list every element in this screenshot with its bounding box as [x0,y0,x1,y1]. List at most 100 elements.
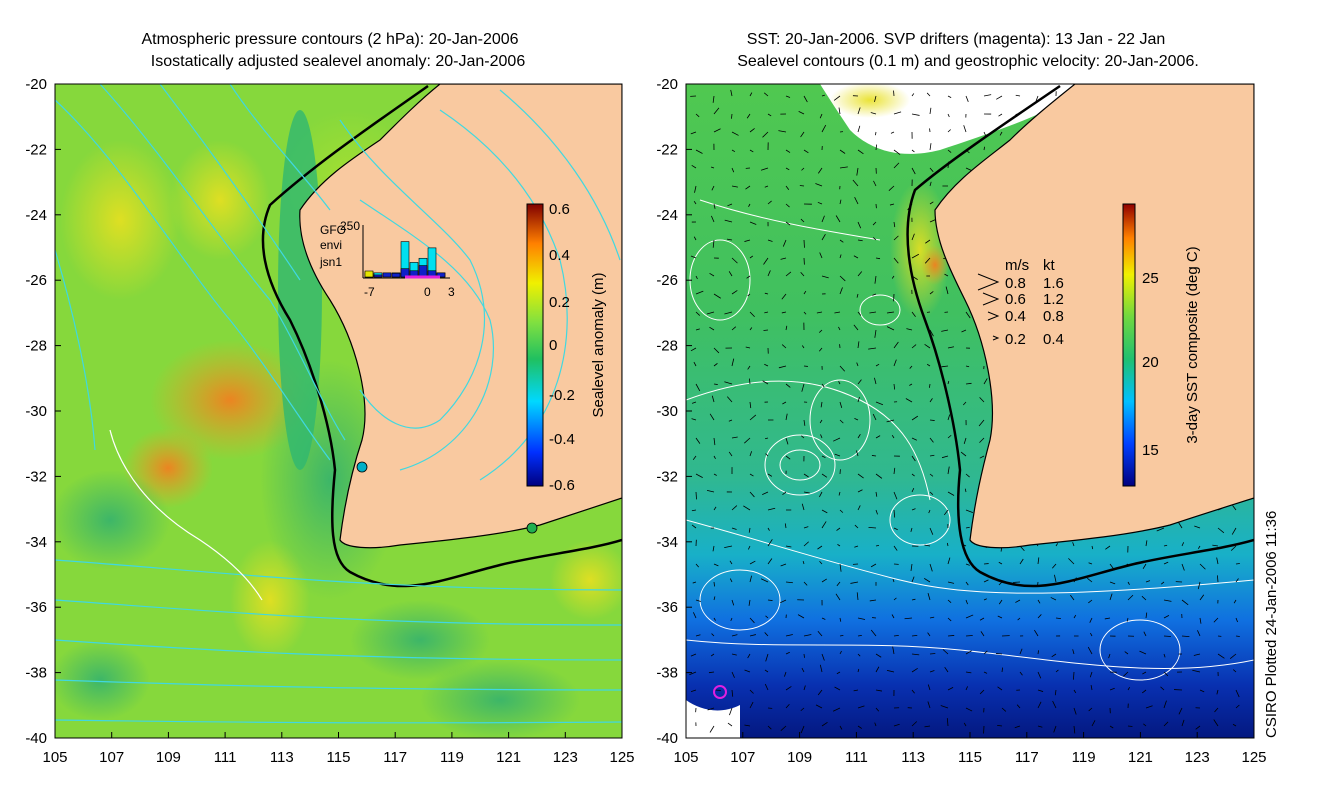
velocity-vector [1163,700,1167,709]
velocity-vector [731,149,736,153]
velocity-vector [710,166,715,169]
velocity-vector [1073,614,1077,619]
tide-gauge-esperance[interactable] [526,522,538,534]
right-x-tick-label: 107 [730,749,755,766]
velocity-vector [800,435,805,439]
velocity-vector [1073,689,1077,694]
velocity-vector [868,347,877,350]
velocity-vector [893,359,897,367]
velocity-vector [1090,632,1093,637]
velocity-vector [801,667,805,673]
velocity-vector [871,455,877,457]
velocity-vector [888,185,895,191]
velocity-vector [713,437,716,446]
velocity-vector [749,491,755,498]
velocity-vector [911,253,920,259]
velocity-vector [764,363,769,367]
velocity-vector [1145,540,1148,547]
velocity-legend-kt: 0.4 [1043,331,1064,348]
velocity-vector [983,378,988,385]
velocity-vector [730,89,733,97]
velocity-vector [802,560,805,565]
velocity-vector [965,311,971,319]
velocity-vector [999,131,1003,136]
velocity-vector [1197,581,1201,590]
velocity-vector [910,563,913,572]
velocity-vector [691,524,697,529]
velocity-vector [764,292,769,295]
velocity-vector [893,221,896,228]
velocity-vector [857,271,863,277]
velocity-vector [713,383,718,385]
velocity-vector [893,597,897,601]
velocity-vector [926,363,931,367]
velocity-vector [854,418,859,421]
velocity-vector [781,344,787,349]
velocity-vector [892,646,895,655]
velocity-vector [1104,617,1111,620]
velocity-vector [730,617,733,622]
velocity-vector [706,489,715,493]
velocity-vector [691,418,697,421]
left-y-tick-label: -20 [25,76,47,93]
velocity-vector [817,689,823,696]
velocity-vector [911,634,918,637]
velocity-vector [870,112,877,115]
velocity-vector [947,466,950,475]
velocity-vector [911,668,918,673]
velocity-vector [782,491,787,495]
tide-gauge-fremantle[interactable] [356,461,368,473]
velocity-vector [947,687,954,691]
svp-drifter[interactable] [713,685,727,699]
velocity-vector [690,255,697,259]
velocity-vector [767,200,772,205]
velocity-vector [765,615,769,619]
left-x-tick-label: 111 [214,749,237,766]
velocity-vector [839,239,844,243]
right-y-tick-label: -20 [656,76,678,93]
velocity-vector [928,509,931,514]
velocity-vector [853,689,859,692]
velocity-vector [1017,617,1021,621]
velocity-vector [911,689,915,694]
velocity-vector [904,617,913,620]
velocity-vector [1141,689,1147,694]
velocity-vector [1163,653,1166,658]
velocity-vector [711,215,715,223]
left-colorbar-ramp [526,203,544,487]
left-colorbar-tick: -0.6 [549,477,575,494]
velocity-legend-kt: 1.6 [1043,275,1064,292]
velocity-vector [965,581,969,586]
velocity-vector [857,634,862,637]
left-y-tick-label: -36 [25,599,47,616]
velocity-vector [947,129,951,133]
velocity-vector [1230,545,1237,551]
velocity-vector [838,381,841,385]
velocity-vector [979,397,985,403]
velocity-vector [893,634,899,637]
velocity-vector [965,686,968,691]
velocity-vector [780,563,787,567]
velocity-vector [1235,704,1240,709]
velocity-vector [945,286,949,295]
velocity-vector [929,167,934,172]
velocity-vector [869,311,877,314]
velocity-vector [911,167,916,175]
velocity-vector [1139,650,1147,655]
velocity-vector [1124,651,1129,655]
velocity-vector [1109,593,1113,601]
velocity-vector [1232,723,1237,727]
velocity-vector [911,721,918,727]
velocity-vector [856,293,859,298]
velocity-vector [1037,689,1044,692]
right-colorbar-ramp [1122,203,1136,487]
velocity-vector [1037,614,1042,619]
velocity-legend-ms: 0.6 [1005,291,1026,308]
velocity-vector [798,111,805,115]
velocity-legend-ms: 0.2 [1005,331,1026,348]
velocity-vector [784,671,787,677]
velocity-vector [857,149,864,155]
velocity-vector [731,257,738,264]
velocity-vector [817,201,823,205]
velocity-vector [784,523,787,529]
